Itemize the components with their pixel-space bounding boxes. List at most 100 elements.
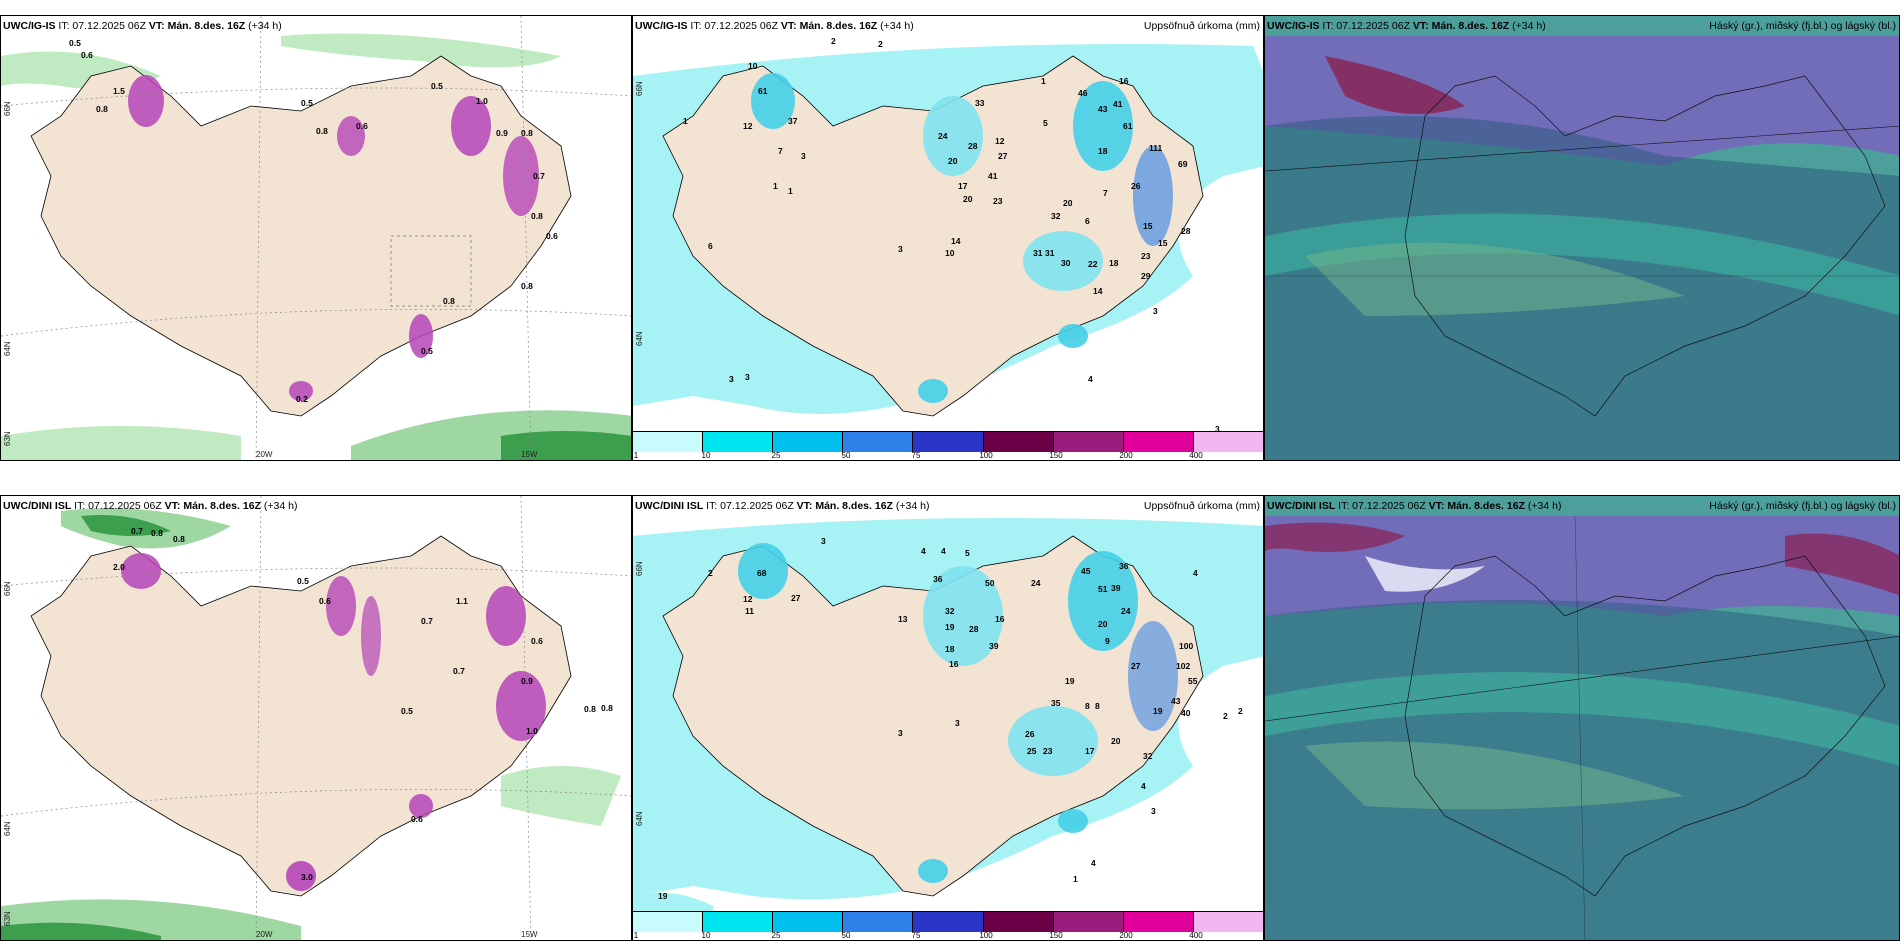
weather-map-clouds [1265,496,1899,940]
value-label: 0.5 [401,706,413,716]
value-label: 0.8 [584,704,596,714]
value-label: 0.8 [601,703,613,713]
panel-right-title: Uppsöfnuð úrkoma (mm) [1143,20,1260,32]
value-label: 33 [975,98,985,108]
value-label: 0.6 [411,814,423,824]
colorbar-tick: 50 [841,451,851,460]
model-name: UWC/DINI ISL [635,500,704,512]
value-label: 2 [708,568,713,578]
value-label: 32 [945,606,955,616]
value-label: 27 [1131,661,1141,671]
colorbar-segment [703,432,774,452]
value-label: 6 [1085,216,1090,226]
model-name: UWC/IG-IS [1267,20,1320,32]
value-label: 16 [949,659,959,669]
colorbar-tick: 400 [1189,451,1203,460]
value-label: 19 [945,622,955,632]
colorbar-tick: 10 [701,931,711,940]
panel-bottom-right: UWC/DINI ISL IT: 07.12.2025 06Z VT: Mán.… [1264,495,1900,941]
value-label: 10 [945,248,955,258]
panel-header: UWC/IG-IS IT: 07.12.2025 06Z VT: Mán. 8.… [635,20,914,32]
value-label: 3 [801,151,806,161]
colorbar-segment [773,432,844,452]
value-label: 28 [969,624,979,634]
value-label: 36 [933,574,943,584]
weather-map-snow [1,16,631,460]
colorbar-segment [703,912,774,932]
value-label: 1.0 [476,96,488,106]
colorbar-tick: 25 [771,931,781,940]
value-label: 16 [995,614,1005,624]
value-label: 7 [778,146,783,156]
lat-label: 66N [635,561,644,576]
value-label: 111 [1149,143,1163,153]
colorbar [633,911,1263,932]
value-label: 0.8 [521,128,533,138]
value-label: 19 [1153,706,1163,716]
colorbar-ticks: 1 10 25 50 75 100 150 200 400 [633,451,1263,460]
lat-label: 64N [3,341,12,356]
value-label: 0.6 [356,121,368,131]
panel-right-title: Háský (gr.), miðský (fj.bl.) og lágský (… [1709,500,1896,512]
panel-header: UWC/DINI ISL IT: 07.12.2025 06Z VT: Mán.… [1267,500,1561,512]
value-label: 23 [993,196,1003,206]
value-label: 19 [658,891,668,901]
value-label: 26 [1131,181,1141,191]
value-label: 3 [821,536,826,546]
valid-time: VT: Mán. 8.des. 16Z [1428,500,1525,512]
lat-label: 63N [3,911,12,926]
colorbar-segment [1053,912,1124,932]
colorbar-segment [773,912,844,932]
value-label: 6 [708,241,713,251]
value-label: 4 [1088,374,1093,384]
colorbar-tick: 100 [979,451,993,460]
colorbar-tick: 75 [911,931,921,940]
value-label: 0.5 [301,98,313,108]
colorbar-segment [843,912,914,932]
value-label: 5 [965,548,970,558]
value-label: 12 [743,121,753,131]
value-label: 41 [988,171,998,181]
value-label: 14 [951,236,961,246]
value-label: 4 [1091,858,1096,868]
value-label: 4 [1141,781,1146,791]
weather-map-snow [1,496,631,940]
value-label: 10 [748,61,758,71]
value-label: 0.9 [496,128,508,138]
value-label: 0.8 [316,126,328,136]
model-name: UWC/DINI ISL [3,500,72,512]
value-label: 11 [745,606,754,616]
colorbar [633,431,1263,452]
colorbar-segment [983,432,1054,452]
value-label: 0.5 [69,38,81,48]
lead-time: (+34 h) [895,500,930,512]
lead-time: (+34 h) [1527,500,1562,512]
colorbar-segment [983,912,1054,932]
value-label: 29 [1141,271,1151,281]
lead-time: (+34 h) [1512,20,1546,32]
value-label: 0.7 [453,666,465,676]
value-label: 0.8 [443,296,455,306]
value-label: 20 [1098,619,1108,629]
value-label: 37 [788,116,798,126]
value-label: 12 [995,136,1005,146]
value-label: 0.8 [151,528,163,538]
value-label: 41 [1113,99,1123,109]
value-label: 18 [1109,258,1119,268]
value-label: 0.7 [421,616,433,626]
value-label: 17 [1085,746,1095,756]
value-label: 40 [1181,708,1191,718]
valid-time: VT: Mán. 8.des. 16Z [1412,20,1510,32]
panel-header: UWC/IG-IS IT: 07.12.2025 06Z VT: Mán. 8.… [3,20,282,32]
colorbar-tick: 200 [1119,451,1133,460]
colorbar-tick: 1 [633,931,639,940]
value-label: 1 [1041,76,1046,86]
value-label: 14 [1093,286,1103,296]
colorbar-segment [1123,432,1194,452]
colorbar-segment [843,432,914,452]
value-label: 12 [743,594,753,604]
colorbar-tick: 1 [633,451,639,460]
value-label: 2 [1238,706,1243,716]
value-label: 15 [1158,238,1168,248]
model-name: UWC/IG-IS [3,20,56,32]
